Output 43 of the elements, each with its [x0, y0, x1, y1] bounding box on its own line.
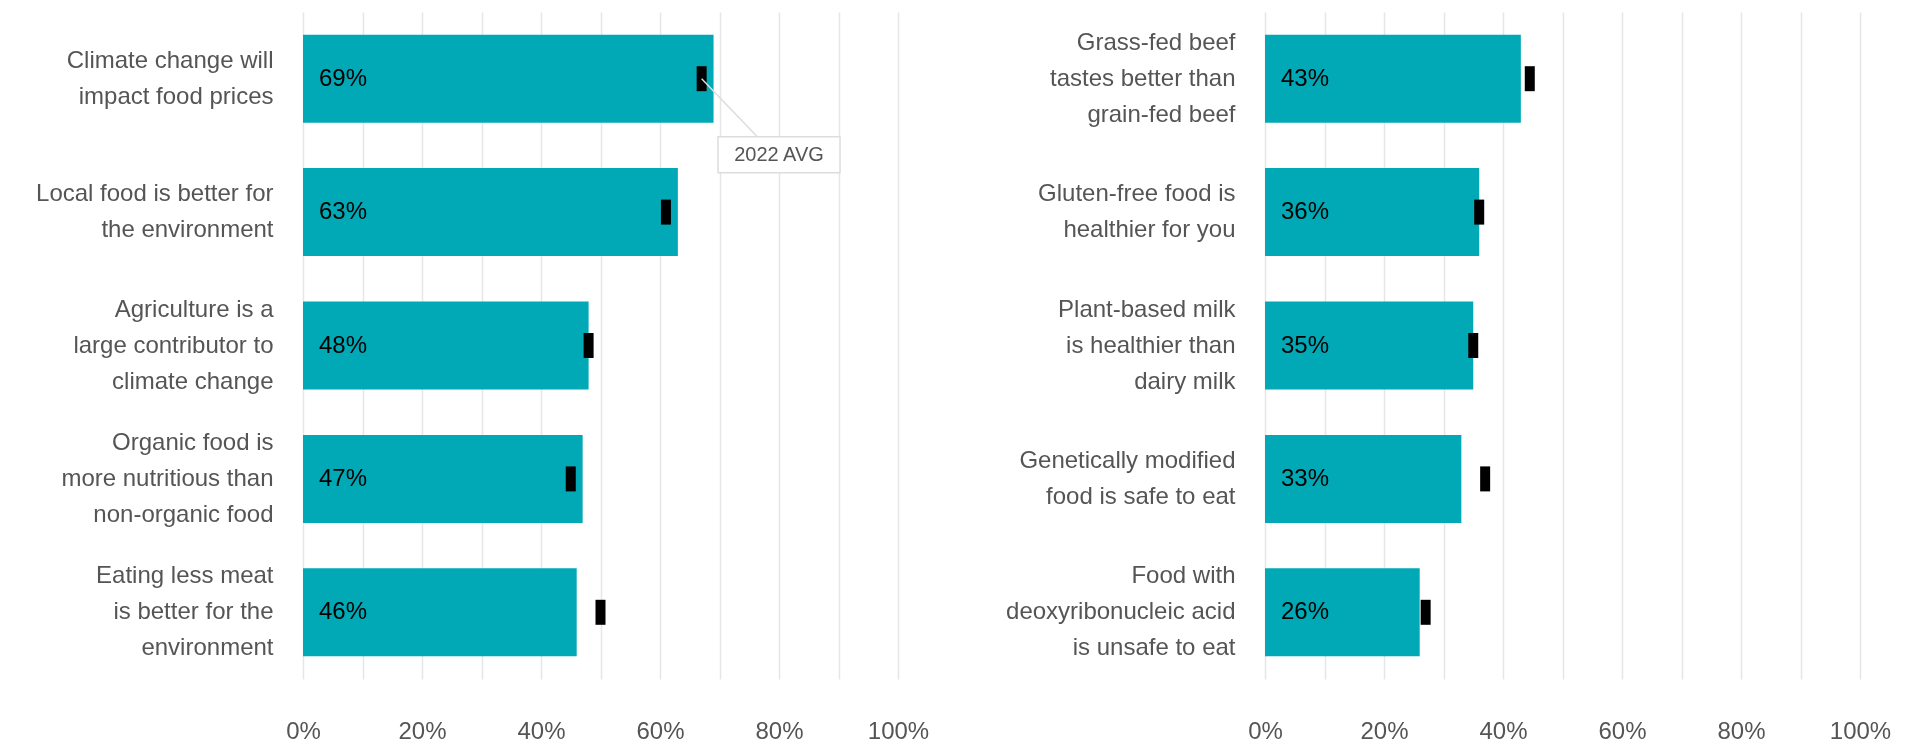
- x-tick-label: 100%: [867, 716, 930, 741]
- bar: [303, 34, 714, 123]
- y-tick-label: Food with deoxyribonucleic acid is unsafe to eat: [1006, 561, 1236, 661]
- data-label: 48%: [319, 330, 368, 358]
- y-tick-label: Agriculture is a large contributor to climate change: [73, 294, 275, 394]
- data-label: 26%: [1281, 597, 1330, 625]
- bar: [303, 301, 589, 390]
- bar: [303, 168, 678, 257]
- x-tick-label: 20%: [1360, 716, 1409, 741]
- data-label: 33%: [1281, 463, 1330, 491]
- y-tick-label: Grass-fed beef tastes better than grain-fed beef: [1050, 27, 1236, 127]
- x-tick-label: 40%: [517, 716, 566, 741]
- data-label: 43%: [1281, 63, 1330, 91]
- x-tick-label: 0%: [1248, 716, 1283, 741]
- data-label: 35%: [1281, 330, 1330, 358]
- annotation: 2022 AVG: [734, 142, 824, 165]
- x-tick-label: 0%: [286, 716, 321, 741]
- y-tick-label: Eating less meat is better for the environment: [96, 561, 274, 661]
- x-tick-label: 40%: [1479, 716, 1528, 741]
- data-label: 47%: [319, 463, 368, 491]
- y-tick-label: Gluten-free food is healthier for you: [1038, 179, 1236, 243]
- x-tick-label: 80%: [1717, 716, 1766, 741]
- data-label: 69%: [319, 63, 368, 91]
- bar: [1265, 568, 1420, 657]
- bar: [1265, 434, 1462, 523]
- bar: [1265, 168, 1480, 257]
- data-label: 36%: [1281, 197, 1330, 225]
- bar: [1265, 34, 1521, 123]
- x-tick-label: 60%: [636, 716, 685, 741]
- x-tick-label: 60%: [1598, 716, 1647, 741]
- data-label: 63%: [319, 197, 368, 225]
- bar: [1265, 301, 1474, 390]
- y-tick-label: Plant-based milk is healthier than dairy milk: [1058, 294, 1237, 394]
- bar: [303, 568, 577, 657]
- bar: [303, 434, 583, 523]
- x-tick-label: 80%: [755, 716, 804, 741]
- x-tick-label: 100%: [1829, 716, 1892, 741]
- y-tick-label: Genetically modified food is safe to eat: [1019, 445, 1236, 509]
- x-tick-label: 20%: [398, 716, 447, 741]
- data-label: 46%: [319, 597, 368, 625]
- y-tick-label: Local food is better for the environment: [36, 179, 274, 243]
- y-tick-label: Climate change will impact food prices: [66, 45, 274, 109]
- y-tick-label: Organic food is more nutritious than non-organic food: [61, 427, 274, 527]
